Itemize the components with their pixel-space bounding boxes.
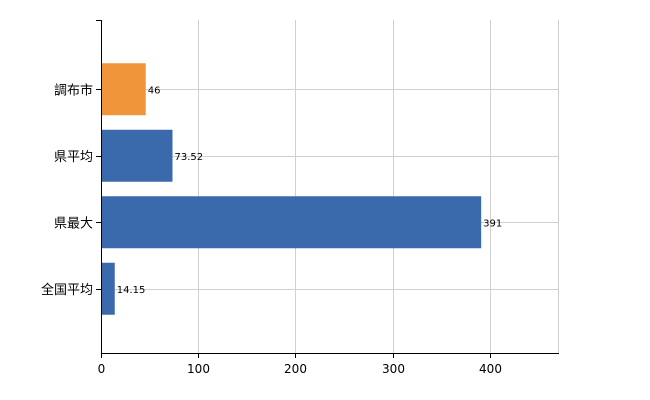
- labels: 0 100 200 300 400 46 調布市 73.52 県平均 391 県最大 14.15 全国平…: [41, 20, 502, 376]
- category-label: 県最大: [54, 216, 93, 231]
- category-label: 調布市: [54, 82, 93, 98]
- x-tick-label: 200: [284, 362, 307, 376]
- gridlines: [101, 20, 559, 353]
- bar-1: [102, 129, 173, 182]
- x-tick-label: 0: [98, 362, 106, 376]
- bars: [102, 63, 482, 315]
- data-label: 14.15: [117, 285, 146, 296]
- category-label: 県平均: [54, 150, 93, 165]
- bar-3: [102, 262, 115, 315]
- data-label: 391: [483, 218, 502, 229]
- x-tick-label: 400: [479, 362, 502, 376]
- axes: [101, 20, 559, 354]
- data-label: 46: [148, 85, 161, 96]
- bar-2: [102, 196, 482, 249]
- data-label: 73.52: [174, 152, 203, 163]
- bar-0: [102, 63, 146, 116]
- x-tick-label: 300: [382, 362, 405, 376]
- x-tick-label: 100: [187, 362, 210, 376]
- category-label: 全国平均: [41, 282, 93, 298]
